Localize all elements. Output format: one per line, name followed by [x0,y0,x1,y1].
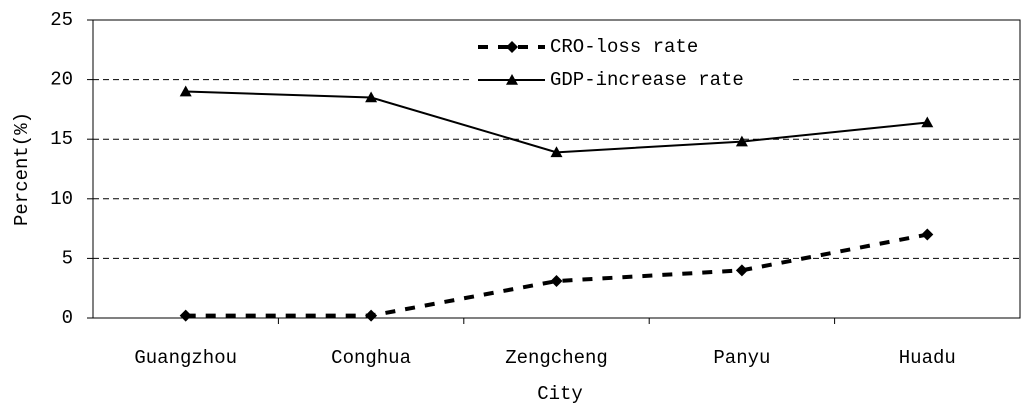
legend-label: GDP-increase rate [550,69,744,91]
data-point [365,309,378,322]
data-point [735,264,748,277]
y-tick-label: 10 [50,188,73,210]
data-point [735,135,748,147]
data-point [921,116,934,128]
y-axis-label: Percent(%) [11,112,33,226]
y-tick-label: 0 [62,307,73,329]
data-point [179,85,192,97]
x-tick-label: Zengcheng [505,347,608,369]
data-point [550,146,563,158]
legend: CRO-loss rate GDP-increase rate [470,32,790,96]
series-line [185,90,928,154]
series-line [185,232,928,318]
legend-label: CRO-loss rate [550,36,698,58]
y-tick-label: 20 [50,69,73,91]
data-point [179,309,192,322]
y-tick-label: 25 [50,9,73,31]
plot-frame [92,19,1021,319]
data-point [550,275,563,288]
legend-marker [506,74,518,85]
legend-marker [506,41,518,53]
x-tick-label: Panyu [713,347,770,369]
x-tick-label: Huadu [899,347,956,369]
y-tick-label: 15 [50,128,73,150]
data-point [921,228,934,241]
y-tick-label: 5 [62,247,73,269]
legend-box [470,32,790,96]
x-tick-label: Conghua [331,347,411,369]
x-axis-label: City [537,383,583,405]
x-tick-label: Guangzhou [134,347,237,369]
data-point [365,91,378,103]
